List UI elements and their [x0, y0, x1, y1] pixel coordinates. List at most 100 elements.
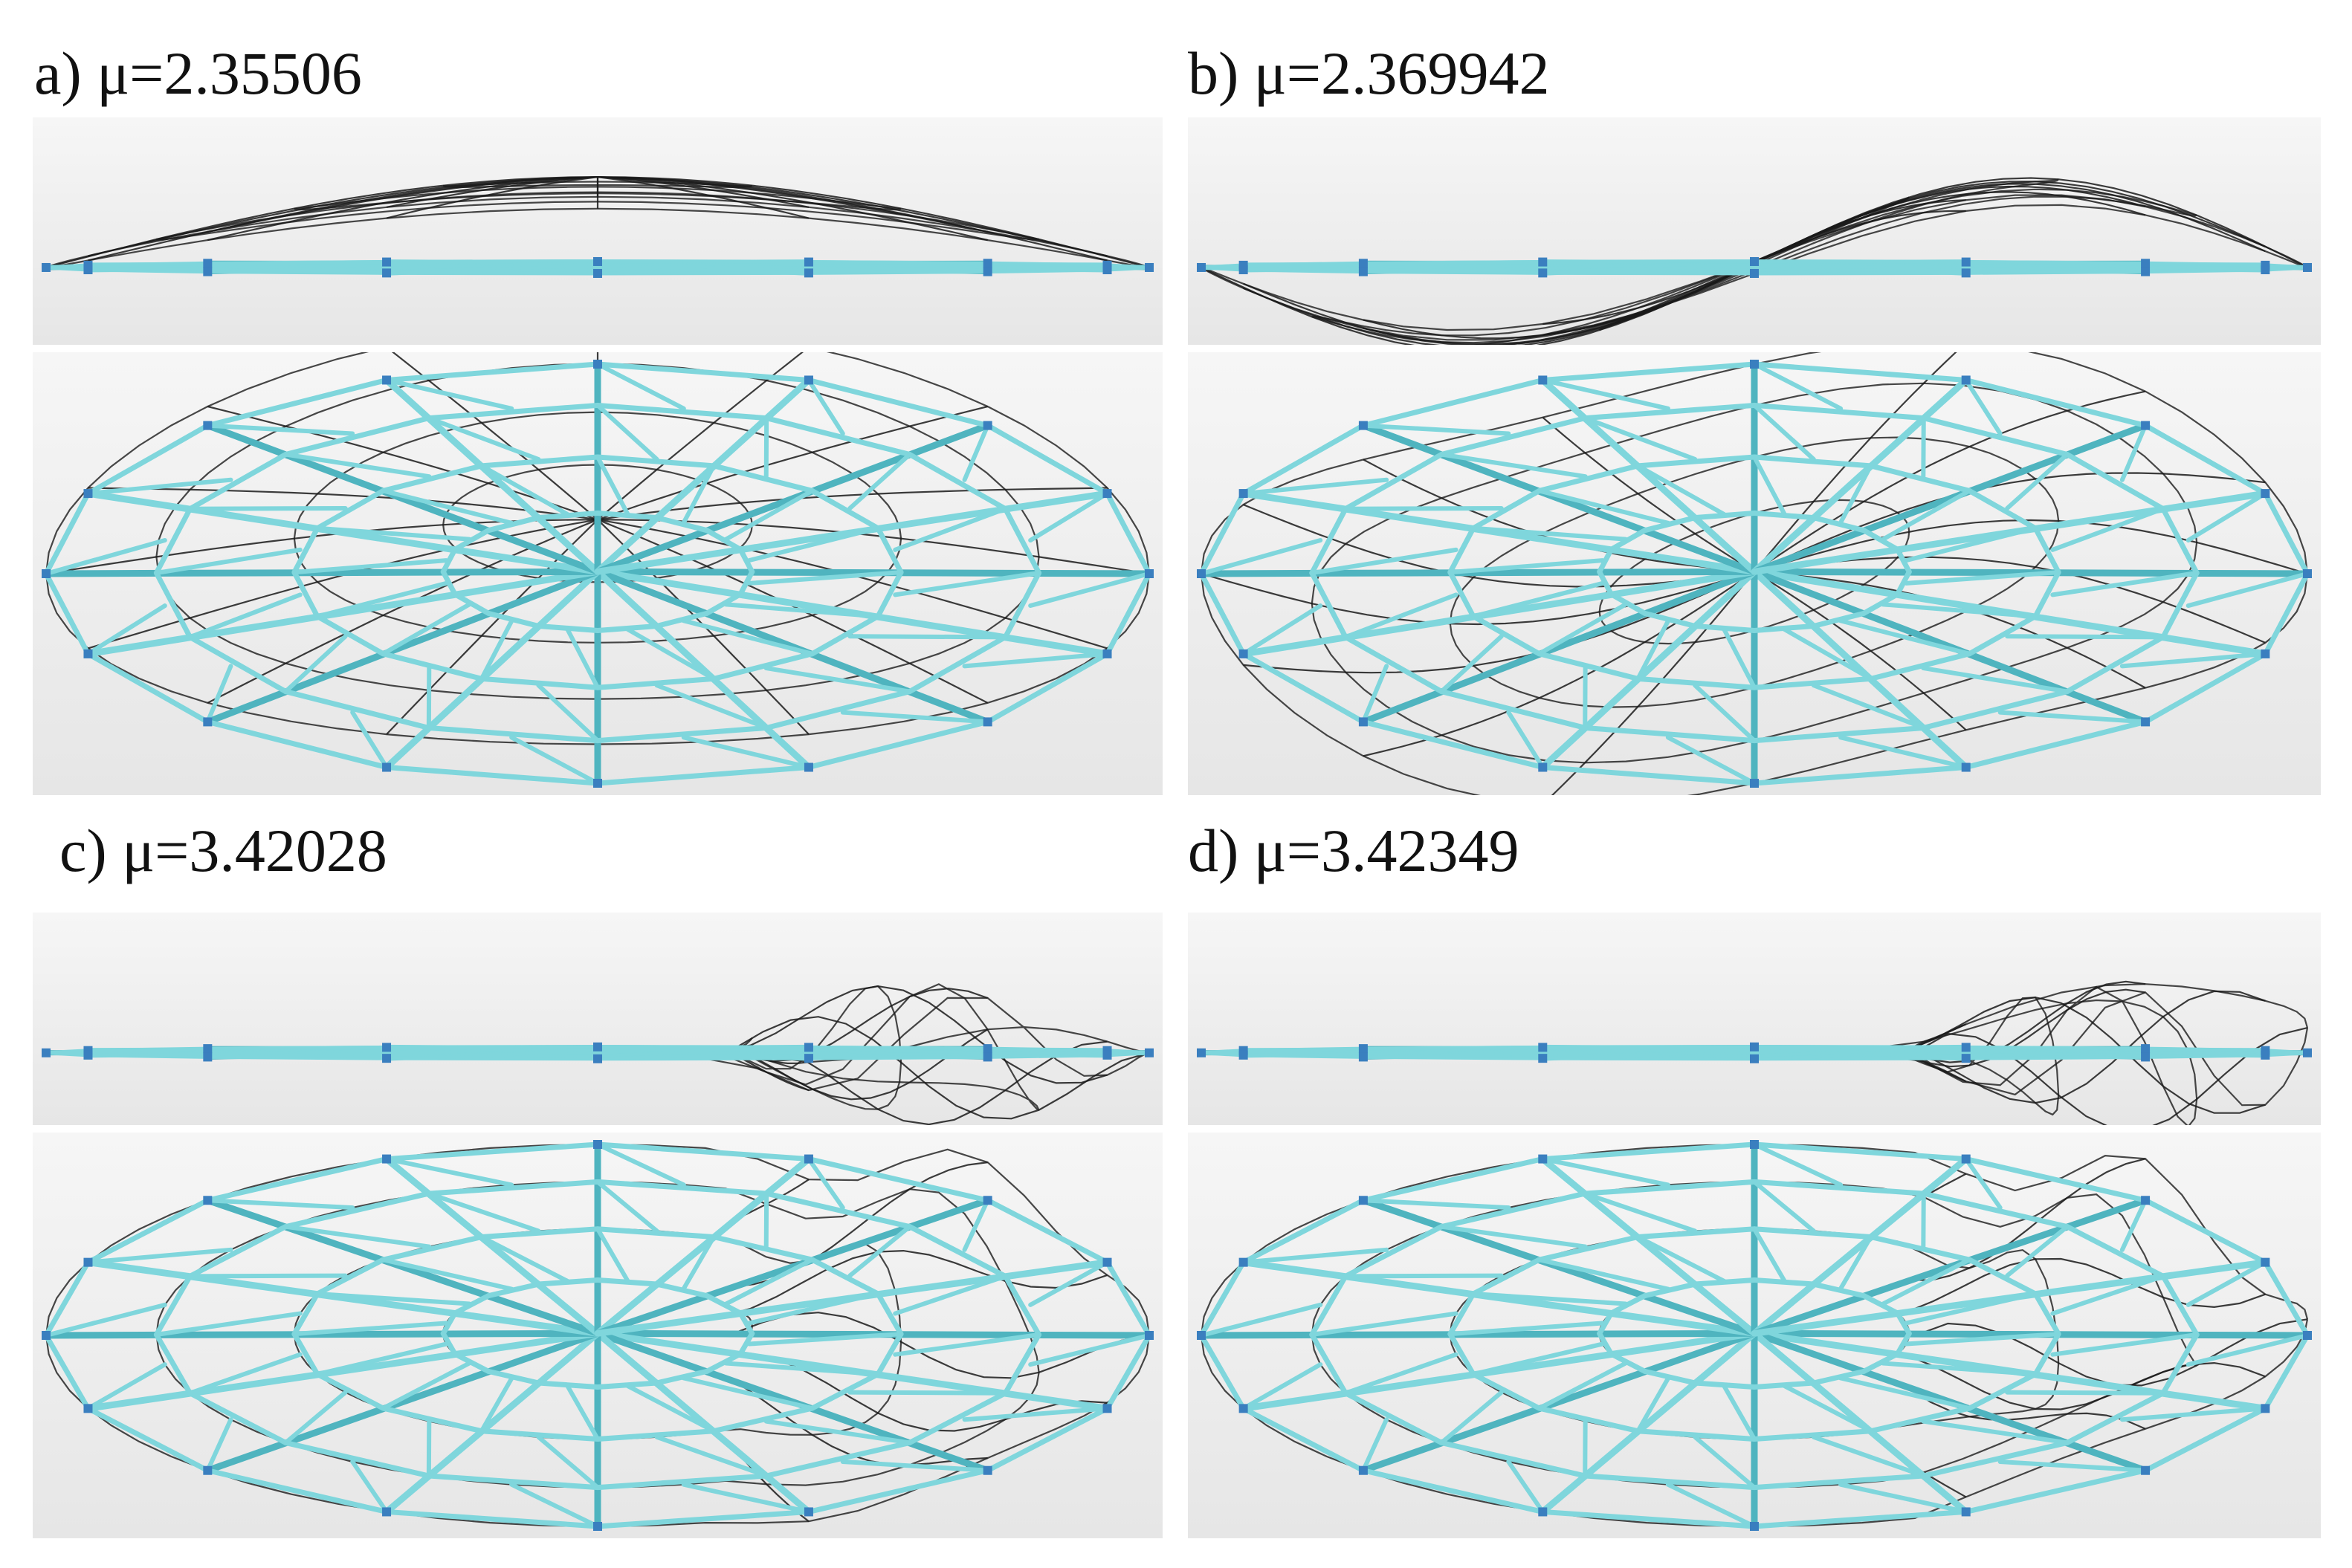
- frame-diagonal: [154, 547, 303, 576]
- support-node: [983, 267, 992, 276]
- panel-d-elevation-svg: [1188, 913, 2321, 1125]
- support-node: [42, 262, 51, 272]
- frame-diagonal: [1028, 1333, 1151, 1367]
- frame-diagonal: [1811, 1434, 1926, 1478]
- frame-diagonal: [723, 1257, 815, 1306]
- support-node: [1238, 1257, 1248, 1267]
- support-node: [1238, 1050, 1248, 1060]
- frame-diagonal: [314, 1292, 472, 1306]
- support-node: [1102, 265, 1112, 275]
- frame-diagonal: [479, 618, 514, 681]
- frame-diagonal: [2185, 571, 2310, 609]
- support-node: [804, 375, 813, 385]
- frame-diagonal: [1361, 268, 1511, 273]
- frame-ring: [85, 651, 210, 725]
- frame-ring: [1360, 377, 1545, 429]
- frame-diagonal: [746, 525, 881, 563]
- frame-rib: [204, 422, 601, 575]
- frame-diagonal: [1360, 1198, 1511, 1211]
- buckled-rib: [1754, 519, 2308, 575]
- frame-diagonal: [283, 452, 432, 479]
- frame-diagonal: [206, 268, 355, 273]
- frame-ring: [1540, 765, 1757, 786]
- frame-diagonal: [1838, 1482, 1968, 1514]
- frame-ring: [1447, 1291, 1476, 1337]
- frame-ring: [314, 613, 386, 657]
- frame-ring: [806, 719, 991, 771]
- frame-diagonal: [479, 1376, 514, 1433]
- frame-rib: [1751, 1156, 1970, 1337]
- frame-diagonal: [1343, 592, 1458, 640]
- caption-a: a) μ=2.35506: [34, 39, 362, 107]
- frame-ring: [595, 1473, 769, 1491]
- frame-ring: [440, 1331, 458, 1357]
- frame-diagonal: [187, 505, 348, 511]
- support-node: [2141, 1044, 2151, 1054]
- frame-diagonal: [1540, 1156, 1670, 1188]
- support-node: [2303, 262, 2312, 272]
- frame-diagonal: [1310, 263, 1458, 268]
- frame-diagonal: [682, 1049, 716, 1055]
- frame-rib: [1360, 1196, 1758, 1337]
- frame-diagonal: [1964, 1054, 2002, 1060]
- support-node: [2141, 717, 2151, 727]
- frame-ring: [810, 1257, 881, 1297]
- frame-diagonal: [723, 602, 881, 619]
- frame-diagonal: [1838, 618, 1972, 656]
- buckled-rib: [597, 176, 1108, 262]
- frame-ring: [985, 1197, 1111, 1266]
- frame-diagonal: [2119, 651, 2268, 669]
- frame-diagonal: [1838, 735, 1968, 770]
- frame-diagonal: [85, 603, 167, 656]
- frame-ring: [763, 1190, 913, 1230]
- buckled-members-a-side: [45, 176, 1150, 269]
- frame-rib: [594, 1156, 812, 1337]
- frame-ring: [426, 1473, 601, 1491]
- buckled-rib: [1542, 416, 1755, 573]
- support-node: [2261, 1257, 2270, 1267]
- frame-ring: [1447, 569, 1476, 619]
- frame-diagonal: [384, 1156, 514, 1188]
- frame-diagonal: [1506, 1459, 1545, 1514]
- frame-ring: [380, 651, 485, 681]
- support-node: [1197, 569, 1206, 578]
- frame-ring: [1447, 1331, 1476, 1377]
- support-node: [1961, 257, 1971, 267]
- frame-diagonal: [1752, 1142, 1844, 1188]
- frame-ring: [1470, 1371, 1542, 1411]
- frame-diagonal: [962, 1406, 1110, 1422]
- frame-ring: [2262, 571, 2310, 657]
- frame-diagonal: [1753, 1052, 1815, 1058]
- support-node: [1358, 421, 1368, 430]
- support-node: [593, 1054, 602, 1063]
- frame-ring: [2262, 490, 2310, 577]
- frame-diagonal: [1343, 505, 1504, 511]
- frame-ring: [595, 361, 812, 383]
- frame-diagonal: [1636, 1049, 1726, 1055]
- frame-diagonal: [1752, 1179, 1816, 1234]
- frame-diagonal: [1636, 264, 1726, 270]
- support-node: [1961, 1507, 1971, 1517]
- frame-ring: [1894, 1310, 1912, 1337]
- support-node: [593, 360, 602, 369]
- support-node: [1102, 649, 1112, 658]
- panel-b-elevation-view: [1188, 117, 2321, 345]
- support-node: [1961, 1043, 1971, 1052]
- panel-c-elevation-svg: [33, 913, 1163, 1125]
- frame-ring: [43, 571, 91, 657]
- frame-diagonal: [893, 571, 1041, 597]
- frame-ring: [907, 634, 1008, 695]
- frame-diagonal: [565, 626, 600, 690]
- frame-ring: [1751, 1226, 1874, 1240]
- frame-ring: [1751, 1428, 1874, 1442]
- frame-diagonal: [2050, 1274, 2165, 1316]
- frame-diagonal: [2186, 265, 2267, 272]
- frame-diagonal: [1881, 1257, 1972, 1306]
- frame-diagonal: [1447, 1321, 1605, 1337]
- frame-ring: [479, 676, 601, 690]
- frame-ring: [479, 454, 601, 469]
- frame-ring: [1002, 1332, 1042, 1396]
- support-node: [1358, 1196, 1368, 1205]
- frame-rib: [594, 376, 812, 575]
- support-node: [2141, 267, 2151, 276]
